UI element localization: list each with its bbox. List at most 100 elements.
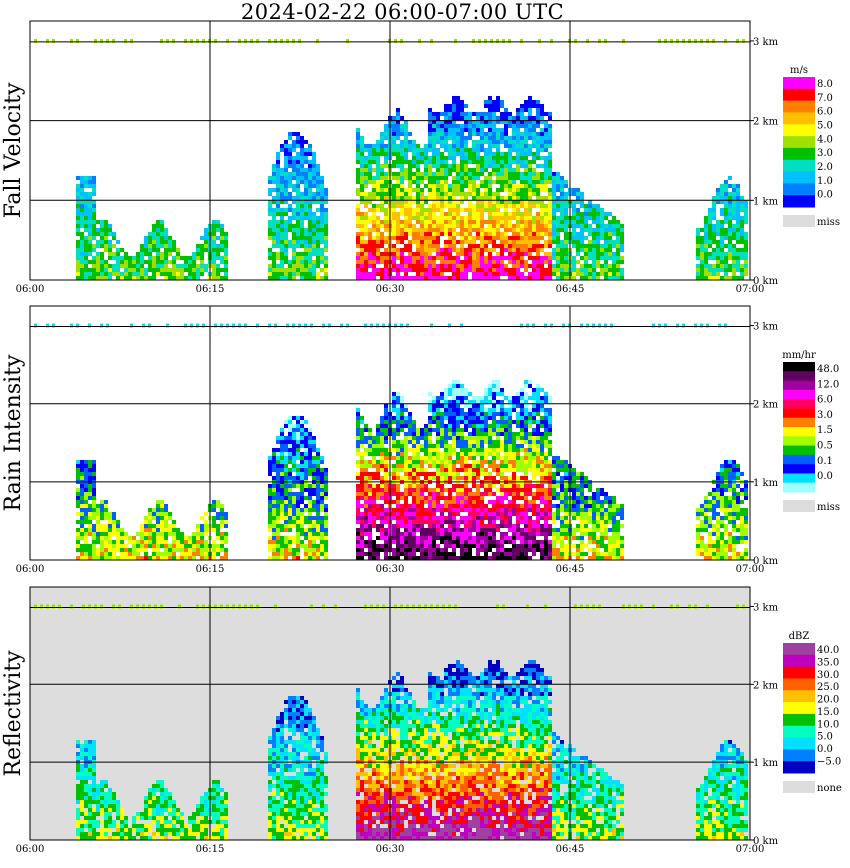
heatmap-cell: [544, 228, 548, 232]
heatmap-cell: [544, 256, 548, 260]
heatmap-cell: [448, 256, 452, 260]
heatmap-cell: [432, 172, 436, 176]
heatmap-cell: [436, 132, 440, 136]
heatmap-cell: [492, 128, 496, 132]
heatmap-cell: [468, 244, 472, 248]
heatmap-cell: [724, 220, 728, 224]
heatmap-cell: [316, 192, 320, 196]
heatmap-cell: [384, 496, 388, 500]
heatmap-cell: [444, 388, 448, 392]
heatmap-cell: [392, 164, 396, 168]
heatmap-cell: [428, 148, 432, 152]
heatmap-cell: [312, 168, 316, 172]
heatmap-cell: [452, 152, 456, 156]
heatmap-cell: [416, 144, 420, 148]
heatmap-cell: [320, 216, 324, 220]
heatmap-cell: [424, 456, 428, 460]
heatmap-cell: [392, 540, 396, 544]
heatmap-cell: [364, 460, 368, 464]
heatmap-cell: [448, 544, 452, 548]
heatmap-cell: [364, 212, 368, 216]
heatmap-cell: [412, 420, 416, 424]
heatmap-cell: [728, 256, 732, 260]
heatmap-cell: [156, 540, 160, 544]
heatmap-cell: [504, 140, 508, 144]
heatmap-cell: [480, 180, 484, 184]
heatmap-cell: [272, 208, 276, 212]
heatmap-cell: [408, 420, 412, 424]
heatmap-cell: [296, 224, 300, 228]
heatmap-cell: [552, 252, 556, 256]
heatmap-cell: [200, 252, 204, 256]
heatmap-cell: [520, 156, 524, 160]
heatmap-cell: [464, 268, 468, 272]
heatmap-cell: [500, 236, 504, 240]
heatmap-cell: [280, 556, 284, 560]
heatmap-cell: [396, 464, 400, 468]
heatmap-cell: [528, 148, 532, 152]
heatmap-cell: [596, 228, 600, 232]
heatmap-cell: [92, 188, 96, 192]
heatmap-cell: [732, 208, 736, 212]
heatmap-cell: [360, 244, 364, 248]
heatmap-cell: [480, 224, 484, 228]
heatmap-cell: [312, 532, 316, 536]
heatmap-cell: [436, 460, 440, 464]
heatmap-cell: [428, 520, 432, 524]
heatmap-cell: [104, 260, 108, 264]
heatmap-cell: [384, 256, 388, 260]
heatmap-cell: [544, 140, 548, 144]
heatmap-cell: [400, 260, 404, 264]
heatmap-cell: [728, 236, 732, 240]
heatmap-cell: [148, 556, 152, 560]
heatmap-cell: [420, 484, 424, 488]
heatmap-cell: [120, 552, 124, 556]
heatmap-cell: [548, 176, 552, 180]
heatmap-cell: [496, 176, 500, 180]
heatmap-cell: [428, 112, 432, 116]
heatmap-cell: [132, 276, 136, 280]
heatmap-cell: [736, 276, 740, 280]
heatmap-cell: [200, 268, 204, 272]
heatmap-cell: [468, 172, 472, 176]
heatmap-cell: [452, 108, 456, 112]
heatmap-cell: [368, 176, 372, 180]
heatmap-cell: [444, 136, 448, 140]
heatmap-cell: [512, 216, 516, 220]
heatmap-cell: [360, 468, 364, 472]
heatmap-cell: [512, 116, 516, 120]
heatmap-cell: [544, 132, 548, 136]
heatmap-cell: [728, 276, 732, 280]
heatmap-cell: [436, 192, 440, 196]
heatmap-cell: [216, 276, 220, 280]
speckle-cell: [622, 38, 625, 43]
heatmap-cell: [276, 204, 280, 208]
heatmap-cell: [480, 144, 484, 148]
heatmap-cell: [76, 200, 80, 204]
heatmap-cell: [320, 224, 324, 228]
heatmap-cell: [604, 264, 608, 268]
heatmap-cell: [408, 132, 412, 136]
heatmap-cell: [436, 184, 440, 188]
heatmap-cell: [88, 228, 92, 232]
heatmap-cell: [88, 524, 92, 528]
heatmap-cell: [184, 548, 188, 552]
heatmap-cell: [552, 264, 556, 268]
heatmap-cell: [288, 432, 292, 436]
heatmap-cell: [392, 448, 396, 452]
heatmap-cell: [504, 144, 508, 148]
heatmap-cell: [548, 196, 552, 200]
heatmap-cell: [296, 152, 300, 156]
heatmap-cell: [616, 224, 620, 228]
heatmap-cell: [584, 228, 588, 232]
heatmap-cell: [476, 204, 480, 208]
heatmap-cell: [376, 472, 380, 476]
heatmap-cell: [420, 528, 424, 532]
heatmap-cell: [396, 112, 400, 116]
heatmap-cell: [588, 244, 592, 248]
heatmap-cell: [404, 508, 408, 512]
heatmap-cell: [152, 508, 156, 512]
heatmap-cell: [428, 164, 432, 168]
heatmap-cell: [400, 176, 404, 180]
heatmap-cell: [212, 504, 216, 508]
